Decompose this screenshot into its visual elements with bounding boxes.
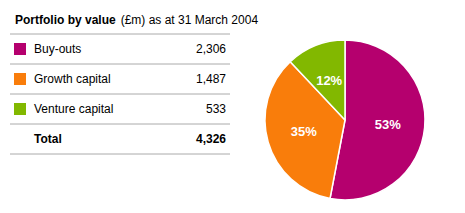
svg-text:Total: Total bbox=[34, 132, 62, 146]
svg-text:(£m) as at 31 March 2004: (£m) as at 31 March 2004 bbox=[121, 13, 259, 27]
svg-text:12%: 12% bbox=[316, 73, 342, 88]
svg-text:Buy-outs: Buy-outs bbox=[34, 42, 81, 56]
svg-text:Growth capital: Growth capital bbox=[34, 72, 111, 86]
svg-text:53%: 53% bbox=[375, 117, 401, 132]
svg-text:35%: 35% bbox=[291, 124, 317, 139]
svg-text:Portfolio by value: Portfolio by value bbox=[15, 13, 116, 27]
svg-text:2,306: 2,306 bbox=[196, 42, 226, 56]
svg-text:1,487: 1,487 bbox=[196, 72, 226, 86]
svg-text:4,326: 4,326 bbox=[196, 132, 226, 146]
svg-text:533: 533 bbox=[206, 102, 226, 116]
svg-text:Venture capital: Venture capital bbox=[34, 102, 113, 116]
